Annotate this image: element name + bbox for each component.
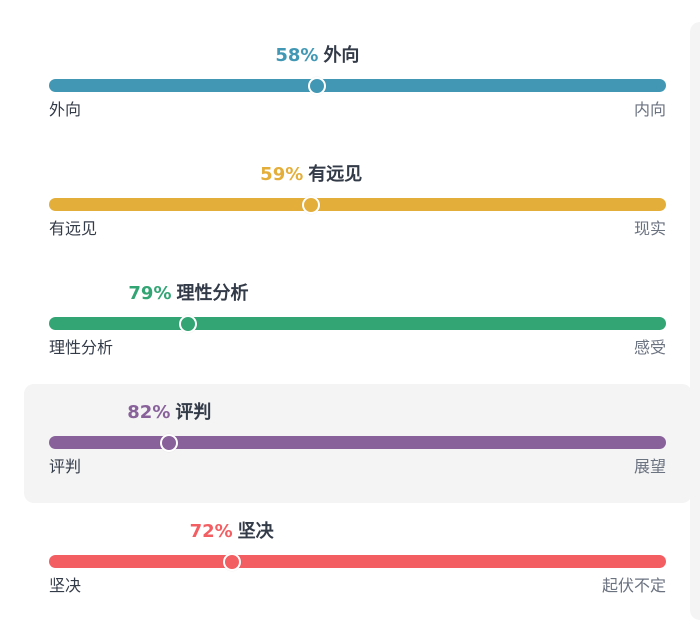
trait-row-extraverted[interactable]: 58% 外向 外向 内向 xyxy=(24,27,692,146)
trait-left-label: 外向 xyxy=(49,100,82,119)
trait-name: 有远见 xyxy=(308,164,363,185)
trait-title: 79% 理性分析 xyxy=(128,281,248,307)
trait-right-label: 起伏不定 xyxy=(601,576,666,595)
trait-slider-knob[interactable] xyxy=(302,195,321,214)
trait-right-label: 现实 xyxy=(633,219,666,238)
trait-left-label: 坚决 xyxy=(49,576,82,595)
adjacent-panel-edge xyxy=(690,22,700,620)
trait-title: 58% 外向 xyxy=(275,43,359,69)
trait-title: 82% 评判 xyxy=(127,400,211,426)
trait-slider-track xyxy=(49,552,666,571)
trait-percent: 58% xyxy=(275,45,319,66)
trait-name: 外向 xyxy=(323,45,360,66)
trait-row-intuitive[interactable]: 59% 有远见 有远见 现实 xyxy=(24,146,692,265)
trait-percent: 82% xyxy=(127,402,171,423)
trait-right-label: 感受 xyxy=(633,338,666,357)
trait-percent: 59% xyxy=(260,164,304,185)
trait-left-label: 有远见 xyxy=(49,219,98,238)
trait-row-assertive[interactable]: 72% 坚决 坚决 起伏不定 xyxy=(24,503,692,622)
trait-name: 理性分析 xyxy=(176,283,249,304)
trait-left-label: 理性分析 xyxy=(49,338,114,357)
trait-slider-track xyxy=(49,433,666,452)
trait-title: 72% 坚决 xyxy=(190,519,274,545)
trait-slider-knob[interactable] xyxy=(222,552,241,571)
trait-right-label: 内向 xyxy=(633,100,666,119)
trait-slider-knob[interactable] xyxy=(179,314,198,333)
trait-slider-knob[interactable] xyxy=(308,76,327,95)
trait-percent: 79% xyxy=(128,283,172,304)
trait-name: 评判 xyxy=(175,402,212,423)
trait-row-thinking[interactable]: 79% 理性分析 理性分析 感受 xyxy=(24,265,692,384)
trait-slider-knob[interactable] xyxy=(160,433,179,452)
trait-list: 58% 外向 外向 内向 59% 有远见 有远见 现实 79% 理性分析 xyxy=(24,27,692,622)
trait-slider-track xyxy=(49,314,666,333)
trait-row-judging[interactable]: 82% 评判 评判 展望 xyxy=(24,384,692,503)
trait-slider-track xyxy=(49,195,666,214)
trait-percent: 72% xyxy=(189,521,233,542)
trait-title: 59% 有远见 xyxy=(260,162,362,188)
trait-right-label: 展望 xyxy=(633,457,666,476)
trait-left-label: 评判 xyxy=(49,457,82,476)
trait-name: 坚决 xyxy=(237,521,274,542)
trait-slider-track xyxy=(49,76,666,95)
